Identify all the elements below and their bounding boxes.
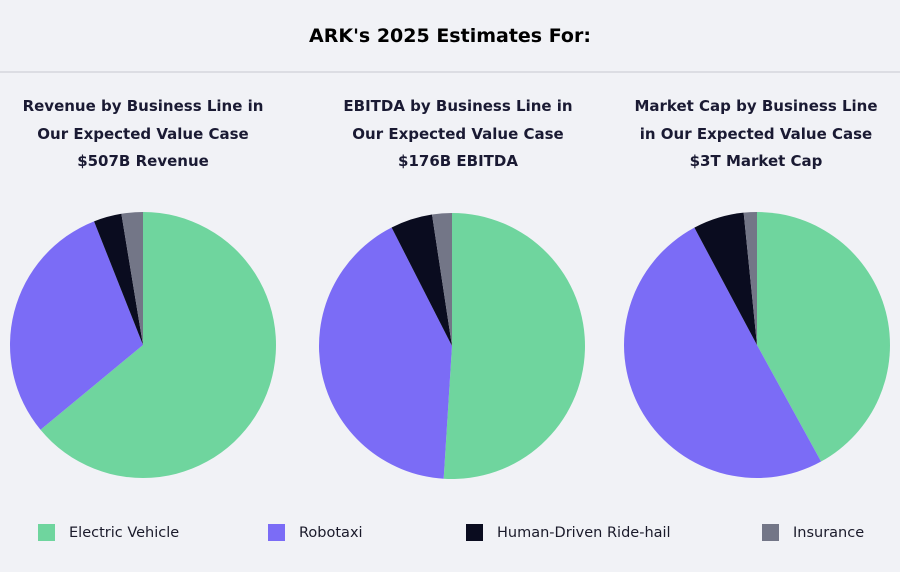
pie-slice-insurance <box>121 212 143 345</box>
legend-swatch-robotaxi <box>268 524 285 541</box>
ebitda-title-line-2: Our Expected Value Case <box>352 124 564 143</box>
revenue-pie <box>9 212 276 479</box>
legend-item-electric-vehicle: Electric Vehicle <box>38 524 179 541</box>
pie-slice-insurance <box>432 213 452 346</box>
revenue-title-line-3: $507B Revenue <box>77 152 209 170</box>
ebitda-chart-title: EBITDA by Business Line in Our Expected … <box>308 93 608 176</box>
pie-slice-insurance <box>743 212 757 345</box>
market-cap-chart-title: Market Cap by Business Line in Our Expec… <box>606 93 900 176</box>
legend-label: Human-Driven Ride-hail <box>497 524 671 541</box>
pie-slice-electric-vehicle <box>40 212 276 479</box>
ebitda-pie <box>319 213 586 480</box>
legend-swatch-electric-vehicle <box>38 524 55 541</box>
revenue-chart-title: Revenue by Business Line in Our Expected… <box>0 93 293 176</box>
pie-slice-robotaxi <box>624 227 822 478</box>
ebitda-title-line-1: EBITDA by Business Line in <box>343 97 573 115</box>
header-divider <box>0 71 900 73</box>
revenue-title-line-1: Revenue by Business Line in <box>22 97 264 115</box>
market-cap-title-line-2: in Our Expected Value Case <box>639 124 873 143</box>
pie-slice-robotaxi <box>9 221 143 430</box>
pie-slice-electric-vehicle <box>757 211 891 462</box>
legend-label: Insurance <box>793 524 865 541</box>
pie-slice-human-driven-ride-hail <box>94 213 143 345</box>
pie-slice-human-driven-ride-hail <box>391 214 452 346</box>
legend-item-robotaxi: Robotaxi <box>268 524 363 541</box>
pie-slice-human-driven-ride-hail <box>694 212 757 345</box>
main-title: ARK's 2025 Estimates For: <box>309 24 591 47</box>
pie-slice-electric-vehicle <box>443 213 586 480</box>
legend-item-human-driven-ride-hail: Human-Driven Ride-hail <box>466 524 671 541</box>
legend-item-insurance: Insurance <box>762 524 864 541</box>
legend-swatch-insurance <box>762 524 779 541</box>
revenue-title-line-2: Our Expected Value Case <box>37 124 249 143</box>
legend-label: Robotaxi <box>299 524 363 541</box>
legend-swatch-human-driven-ride-hail <box>466 524 483 541</box>
legend-label: Electric Vehicle <box>69 524 180 541</box>
market-cap-title-line-3: $3T Market Cap <box>689 152 823 170</box>
market-cap-title-line-1: Market Cap by Business Line <box>634 97 878 115</box>
ebitda-title-line-3: $176B EBITDA <box>398 152 518 170</box>
pie-slice-robotaxi <box>319 227 452 479</box>
legend: Electric Vehicle Robotaxi Human-Driven R… <box>0 524 900 550</box>
market-cap-pie <box>624 211 891 478</box>
